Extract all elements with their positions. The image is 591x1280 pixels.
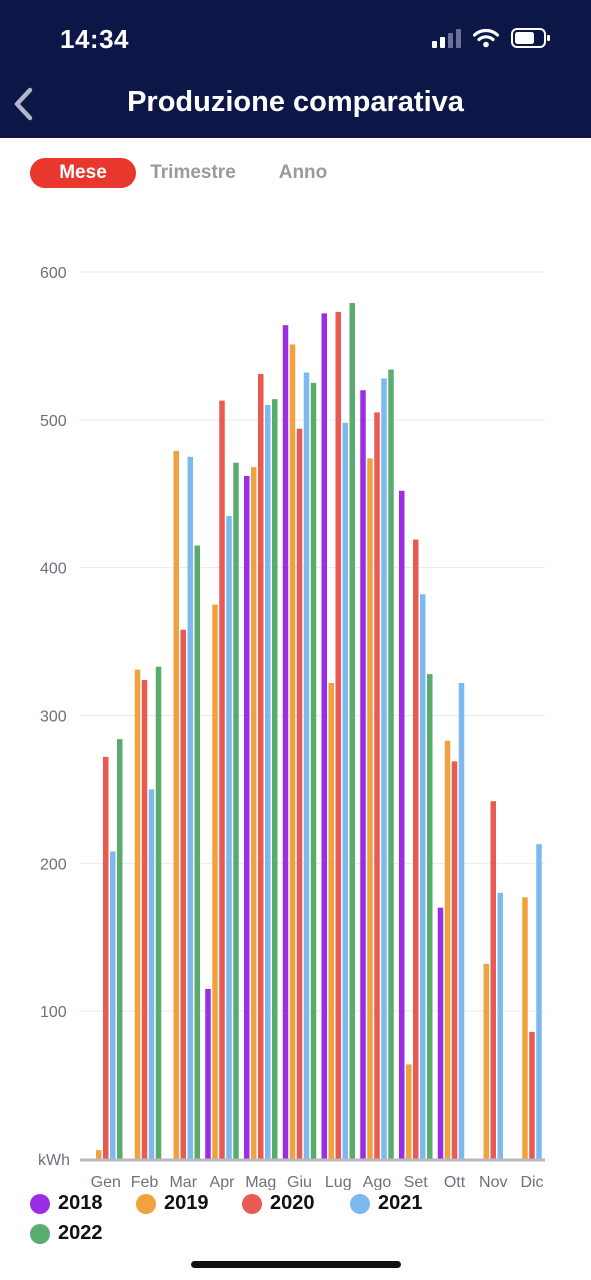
legend-item-2021[interactable]: 2021 — [350, 1192, 423, 1215]
bar-2022-mag — [272, 399, 278, 1159]
bar-2019-dic — [522, 897, 528, 1159]
bar-2021-feb — [148, 789, 155, 1159]
legend-swatch — [30, 1223, 50, 1244]
bar-2020-nov — [490, 801, 496, 1159]
bar-2019-nov — [483, 963, 489, 1159]
bar-2021-set — [420, 594, 426, 1159]
bar-2020-gen — [103, 756, 109, 1159]
bar-2020-apr — [219, 400, 225, 1159]
bar-2021-apr — [226, 515, 232, 1159]
bar-2021-lug — [342, 422, 348, 1159]
bar-2021-mag — [265, 405, 271, 1159]
legend-swatch — [136, 1193, 156, 1214]
signal-icon — [432, 28, 461, 48]
legend-swatch — [242, 1193, 262, 1214]
tab-mese[interactable]: Mese — [30, 158, 136, 188]
x-tick-label: Giu — [287, 1174, 312, 1190]
bar-2022-lug — [349, 303, 355, 1159]
y-tick-label: 600 — [40, 265, 67, 282]
bar-2022-apr — [233, 462, 239, 1160]
bar-2022-giu — [310, 382, 317, 1159]
x-tick-label: Ott — [444, 1174, 466, 1190]
bar-2022-mar — [194, 545, 200, 1159]
y-tick-label: 100 — [40, 1004, 67, 1021]
tab-trimestre[interactable]: Trimestre — [150, 162, 236, 183]
bar-chart: 100 200 300 400 500 600 kWh Gen Feb Mar Apr Mag Giu L… — [38, 265, 545, 1190]
x-tick-label: Feb — [131, 1174, 159, 1190]
y-axis-unit: kWh — [38, 1152, 70, 1169]
bar-2020-mag — [258, 374, 264, 1159]
bar-2018-set — [399, 490, 405, 1159]
bar-2018-giu — [282, 325, 289, 1160]
bar-2019-mar — [173, 450, 179, 1160]
bar-2020-ott — [451, 761, 458, 1159]
bar-2019-ott — [444, 740, 451, 1159]
bar-2018-apr — [205, 988, 211, 1159]
bar-2018-lug — [321, 313, 327, 1160]
x-tick-label: Nov — [479, 1174, 507, 1190]
x-tick-label: Ago — [363, 1174, 392, 1190]
x-tick-label: Dic — [520, 1174, 543, 1190]
bar-2019-giu — [289, 344, 296, 1159]
wifi-icon — [473, 28, 499, 48]
legend-item-2019[interactable]: 2019 — [136, 1192, 209, 1215]
bar-2019-ago — [367, 458, 373, 1159]
legend-item-2022[interactable]: 2022 — [30, 1222, 103, 1245]
legend-label: 2021 — [378, 1192, 423, 1214]
bar-2019-mag — [251, 467, 257, 1159]
bar-2021-mar — [187, 456, 193, 1160]
bar-2021-giu — [303, 372, 310, 1159]
bar-2021-dic — [536, 844, 542, 1159]
x-tick-label: Mag — [245, 1174, 276, 1190]
app-header: 14:34 Produzione comparativa — [0, 0, 591, 138]
legend-item-2020[interactable]: 2020 — [242, 1192, 315, 1215]
y-tick-label: 500 — [40, 413, 67, 430]
bar-2019-gen — [96, 1150, 102, 1159]
bar-2022-feb — [155, 666, 162, 1159]
status-icons — [432, 28, 551, 48]
bar-2020-set — [413, 539, 419, 1159]
bar-2021-ago — [381, 378, 387, 1159]
y-tick-label: 400 — [40, 561, 67, 578]
y-tick-label: 200 — [40, 856, 67, 873]
chevron-left-icon[interactable] — [10, 86, 40, 122]
x-tick-label: Set — [404, 1174, 429, 1190]
bar-2020-mar — [180, 629, 186, 1159]
legend-label: 2020 — [270, 1192, 315, 1214]
page-title: Produzione comparativa — [127, 86, 464, 118]
bar-2020-dic — [529, 1031, 535, 1159]
bar-2021-ott — [458, 682, 465, 1159]
bar-2019-feb — [134, 669, 141, 1159]
bar-2020-lug — [335, 311, 341, 1159]
bar-2018-ago — [360, 390, 366, 1159]
bar-2018-mag — [244, 476, 250, 1159]
battery-icon — [511, 28, 550, 48]
bar-2021-nov — [497, 892, 503, 1159]
status-time: 14:34 — [60, 24, 129, 54]
bar-2019-apr — [212, 604, 218, 1159]
bar-2022-set — [427, 674, 433, 1159]
legend-item-2018[interactable]: 2018 — [30, 1192, 103, 1215]
legend-label: 2022 — [58, 1222, 103, 1244]
y-tick-label: 300 — [40, 709, 67, 726]
x-tick-label: Mar — [169, 1174, 197, 1190]
bar-2020-feb — [141, 680, 148, 1159]
bar-2022-ago — [388, 369, 394, 1159]
x-tick-label: Gen — [91, 1174, 121, 1190]
bar-2019-set — [406, 1064, 412, 1159]
bar-2022-gen — [117, 739, 123, 1159]
home-indicator[interactable] — [191, 1261, 401, 1268]
bar-2020-ago — [374, 412, 380, 1159]
bar-2018-ott — [437, 907, 444, 1159]
legend-label: 2018 — [58, 1192, 103, 1214]
legend-label: 2019 — [164, 1192, 209, 1214]
x-tick-label: Apr — [210, 1174, 236, 1190]
bar-2020-giu — [296, 428, 303, 1159]
bar-2021-gen — [110, 851, 116, 1159]
x-tick-label: Lug — [325, 1174, 352, 1190]
legend-swatch — [350, 1193, 370, 1214]
bar-2019-lug — [328, 682, 334, 1159]
legend-swatch — [30, 1193, 50, 1214]
tab-anno[interactable]: Anno — [278, 162, 328, 183]
